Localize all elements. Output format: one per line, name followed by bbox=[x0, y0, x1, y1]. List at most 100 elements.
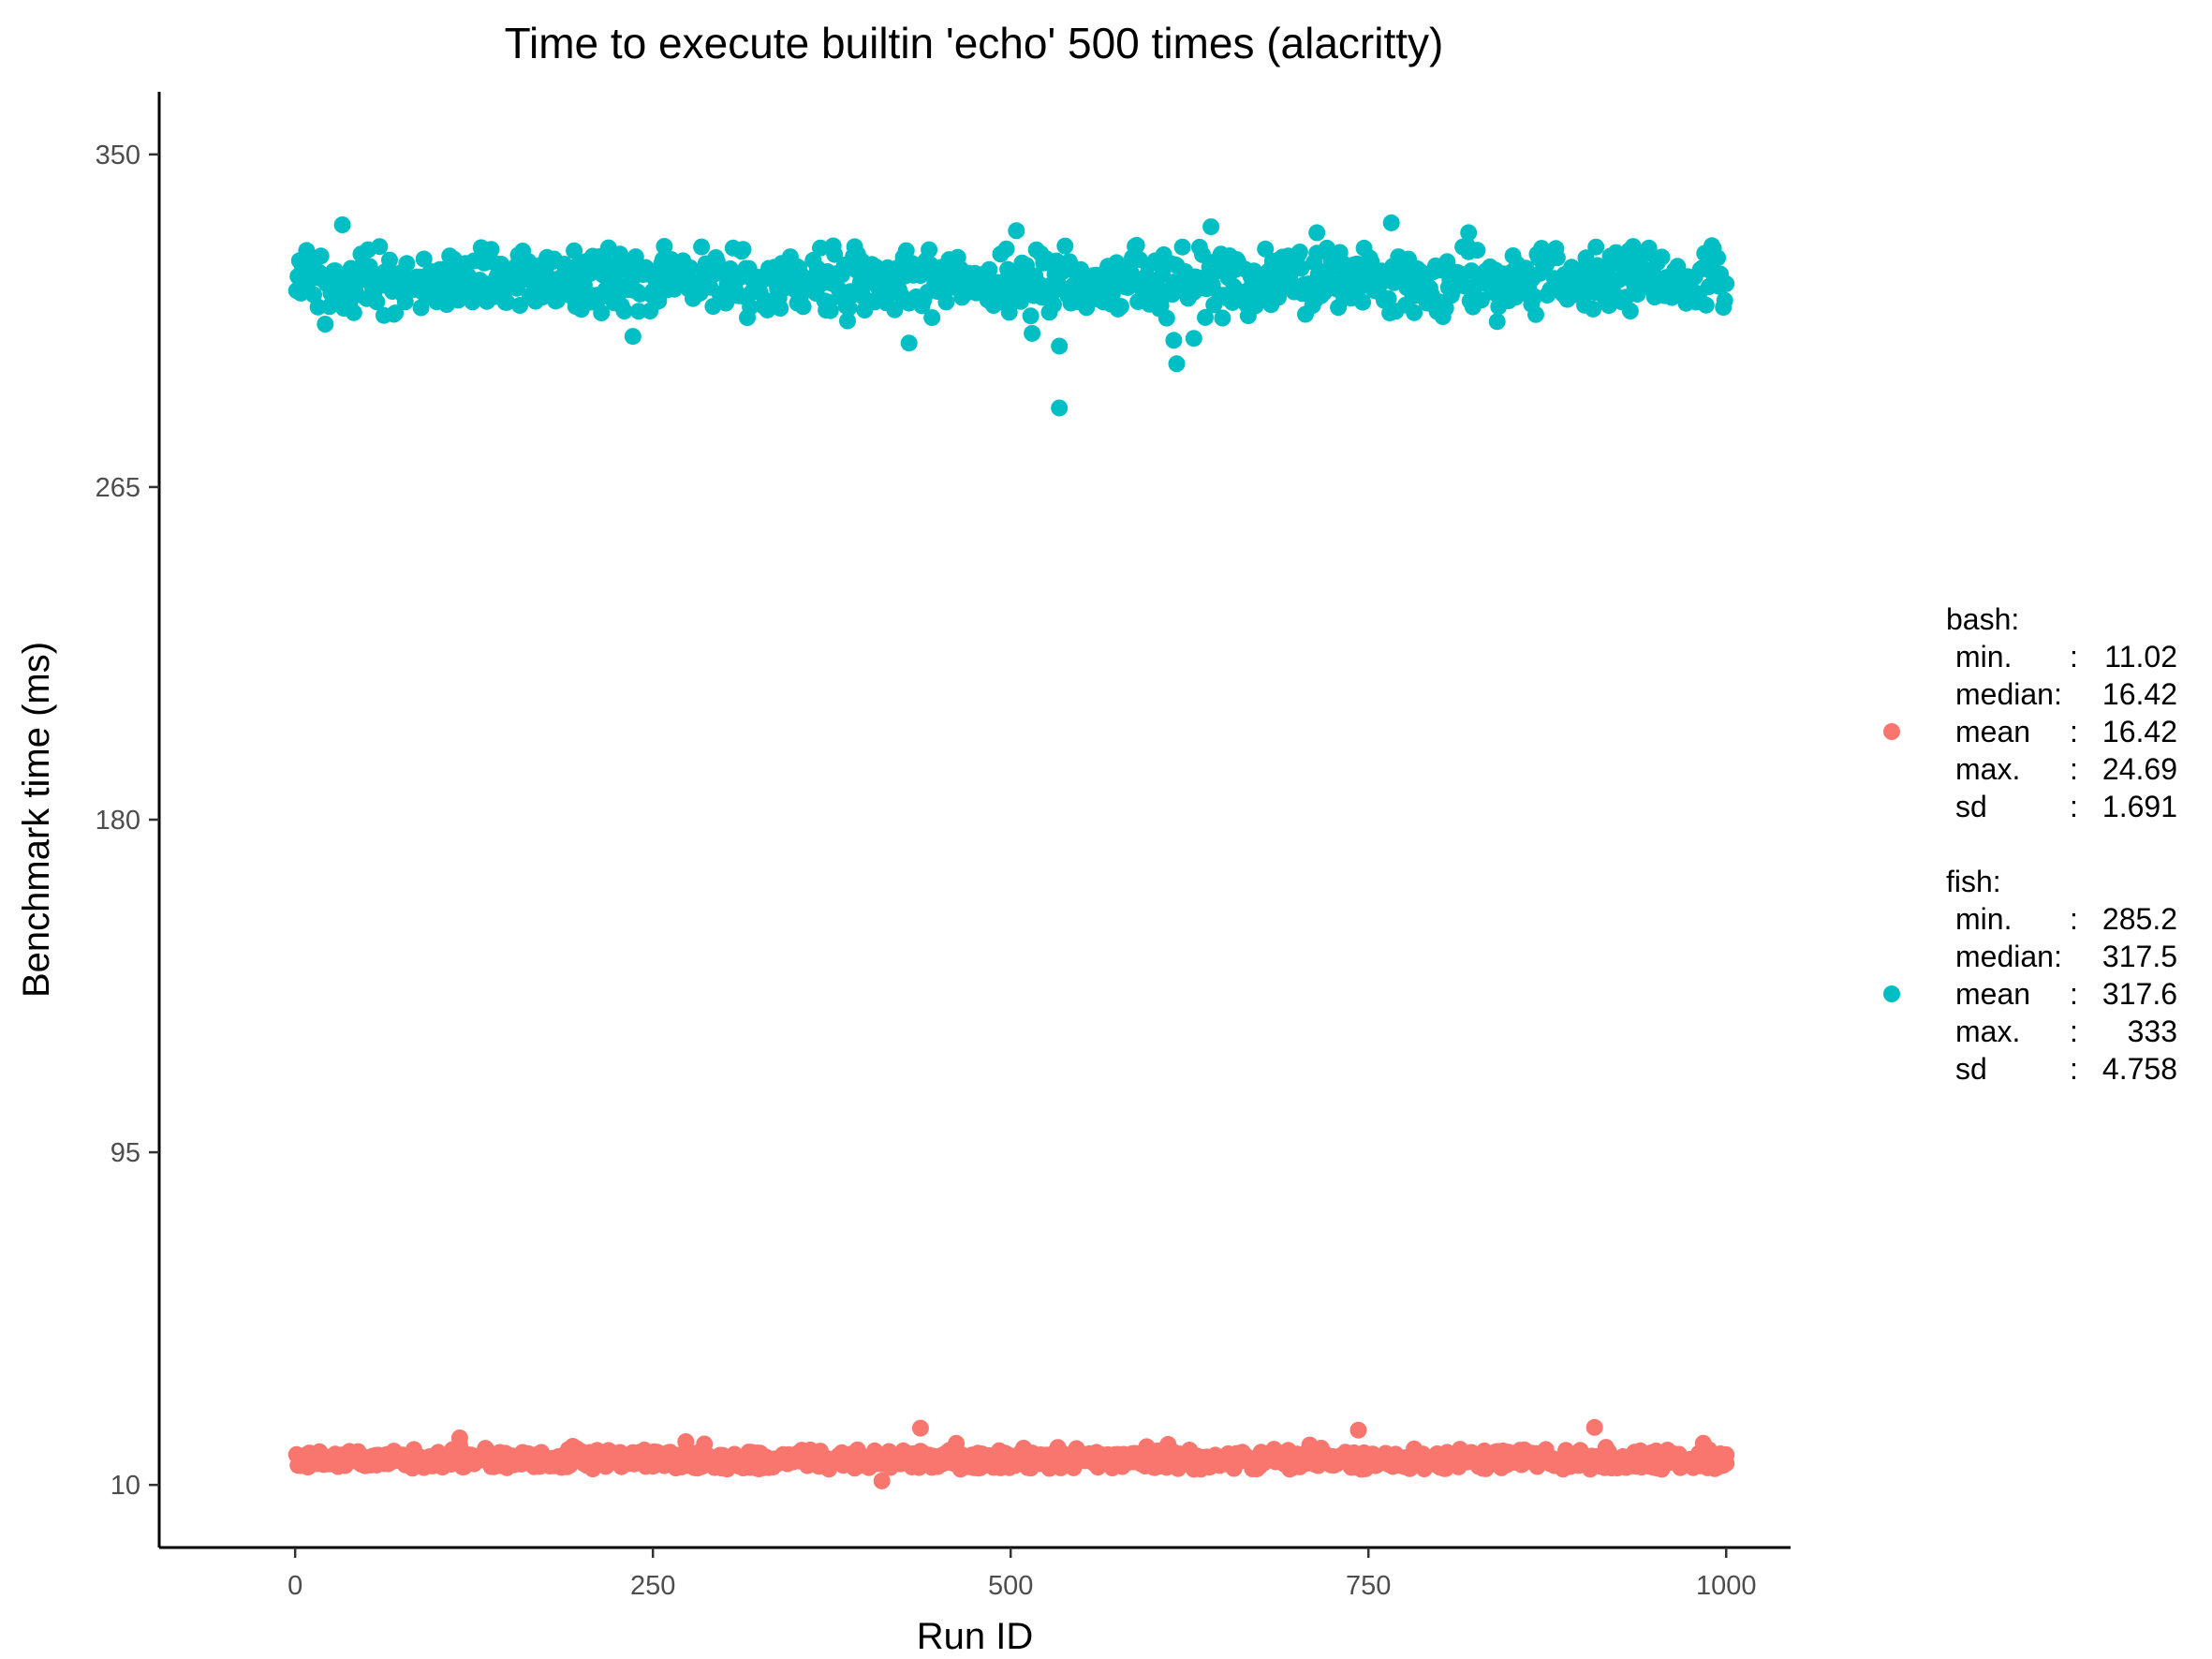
data-point bbox=[1716, 291, 1733, 309]
legend-stat-value: 333 bbox=[2128, 1015, 2177, 1048]
data-point bbox=[826, 245, 844, 263]
legend-stat-label: min. bbox=[1955, 902, 2012, 936]
data-point bbox=[839, 312, 856, 330]
series-bash bbox=[288, 1418, 1735, 1489]
data-point bbox=[812, 239, 829, 257]
data-point bbox=[1468, 242, 1486, 259]
data-point-outlier bbox=[333, 216, 351, 233]
data-point-outlier bbox=[624, 328, 641, 346]
axis-ticks: 0 250 500 750 1000 10 95 180 265 350 bbox=[96, 141, 1757, 1601]
data-point bbox=[693, 238, 711, 256]
x-tick-label: 750 bbox=[1346, 1571, 1391, 1601]
legend-stat-label: min. bbox=[1955, 640, 2012, 674]
data-point bbox=[1437, 299, 1454, 317]
legend-stat-label: sd bbox=[1955, 1052, 1987, 1086]
data-point bbox=[937, 293, 955, 311]
plot-area bbox=[288, 214, 1735, 1489]
legend-stat-sep: : bbox=[2070, 1015, 2078, 1048]
chart-title: Time to execute builtin 'echo' 500 times… bbox=[505, 19, 1444, 67]
legend-stat-value: 317.6 bbox=[2102, 977, 2177, 1011]
data-point bbox=[656, 238, 673, 255]
data-point bbox=[997, 240, 1015, 258]
data-point-outlier bbox=[1460, 224, 1478, 242]
legend-stat-value: 24.69 bbox=[2102, 752, 2177, 786]
y-tick-label: 10 bbox=[111, 1471, 140, 1501]
data-point-outlier bbox=[873, 1472, 891, 1489]
data-point-outlier bbox=[1165, 332, 1183, 349]
legend-stat-label: mean bbox=[1955, 715, 2030, 748]
data-point bbox=[1621, 303, 1639, 319]
legend-stat-label: max. bbox=[1955, 1015, 2020, 1048]
legend-stat-value: 16.42 bbox=[2102, 715, 2177, 748]
data-point bbox=[921, 241, 938, 259]
legend-stat-sep: : bbox=[2070, 752, 2078, 786]
data-point bbox=[1290, 244, 1308, 260]
data-point bbox=[1718, 274, 1735, 292]
data-point bbox=[1548, 249, 1566, 267]
data-point bbox=[1045, 296, 1062, 314]
data-point bbox=[1056, 237, 1074, 255]
legend-stat-sep: : bbox=[2070, 902, 2078, 936]
series-fish bbox=[288, 214, 1735, 417]
legend-stat-sep: : bbox=[2070, 790, 2078, 823]
y-tick-label: 180 bbox=[96, 806, 140, 836]
data-point bbox=[1354, 293, 1372, 311]
data-point-outlier bbox=[1051, 399, 1069, 417]
legend-stat-label: median: bbox=[1955, 677, 2062, 711]
data-point bbox=[1194, 245, 1211, 263]
data-point bbox=[897, 242, 915, 259]
legend-stat-value: 285.2 bbox=[2102, 902, 2177, 936]
legend-key bbox=[1883, 985, 1900, 1002]
data-point bbox=[886, 301, 904, 318]
data-point-outlier bbox=[911, 1419, 929, 1437]
data-point bbox=[742, 298, 759, 316]
data-point bbox=[1527, 305, 1544, 323]
data-point-outlier bbox=[1718, 1455, 1735, 1473]
data-point-outlier bbox=[1585, 1418, 1603, 1436]
data-point bbox=[1292, 259, 1310, 277]
data-point bbox=[1587, 238, 1605, 256]
legend-stat-value: 16.42 bbox=[2102, 677, 2177, 711]
data-point bbox=[923, 309, 941, 327]
data-point-outlier bbox=[1308, 224, 1326, 242]
data-point-outlier bbox=[1349, 1421, 1367, 1439]
data-point bbox=[387, 304, 405, 322]
legend-key bbox=[1883, 723, 1900, 740]
data-point bbox=[1379, 289, 1397, 307]
data-point bbox=[312, 247, 330, 265]
data-point bbox=[1022, 307, 1040, 325]
data-point bbox=[1697, 296, 1715, 314]
data-point bbox=[1214, 309, 1231, 327]
data-point bbox=[1128, 236, 1145, 254]
data-point bbox=[1526, 288, 1543, 305]
data-point bbox=[593, 304, 611, 321]
data-point bbox=[1024, 324, 1041, 342]
data-point bbox=[1585, 300, 1602, 318]
data-point bbox=[615, 303, 633, 320]
legend-stat-sep: : bbox=[2070, 715, 2078, 748]
legend-stat-label: mean bbox=[1955, 977, 2030, 1011]
legend-stat-label: sd bbox=[1955, 790, 1987, 823]
data-point bbox=[1112, 298, 1129, 316]
legend-stat-label: max. bbox=[1955, 752, 2020, 786]
data-point bbox=[371, 238, 389, 256]
data-point-outlier bbox=[1382, 214, 1400, 231]
data-point-outlier bbox=[900, 334, 918, 352]
legend-header: bash: bbox=[1946, 602, 2019, 636]
data-point-outlier bbox=[1168, 355, 1186, 373]
data-point bbox=[1173, 238, 1191, 256]
data-point-outlier bbox=[1202, 218, 1220, 236]
data-point bbox=[345, 304, 362, 321]
data-point bbox=[415, 250, 433, 268]
data-point bbox=[317, 316, 334, 333]
data-point bbox=[821, 302, 839, 319]
legend-stat-value: 4.758 bbox=[2102, 1052, 2177, 1086]
data-point bbox=[981, 260, 998, 278]
legend-stat-sep: : bbox=[2070, 1052, 2078, 1086]
data-point-outlier bbox=[1008, 222, 1025, 240]
legend-stat-value: 11.02 bbox=[2104, 640, 2177, 674]
